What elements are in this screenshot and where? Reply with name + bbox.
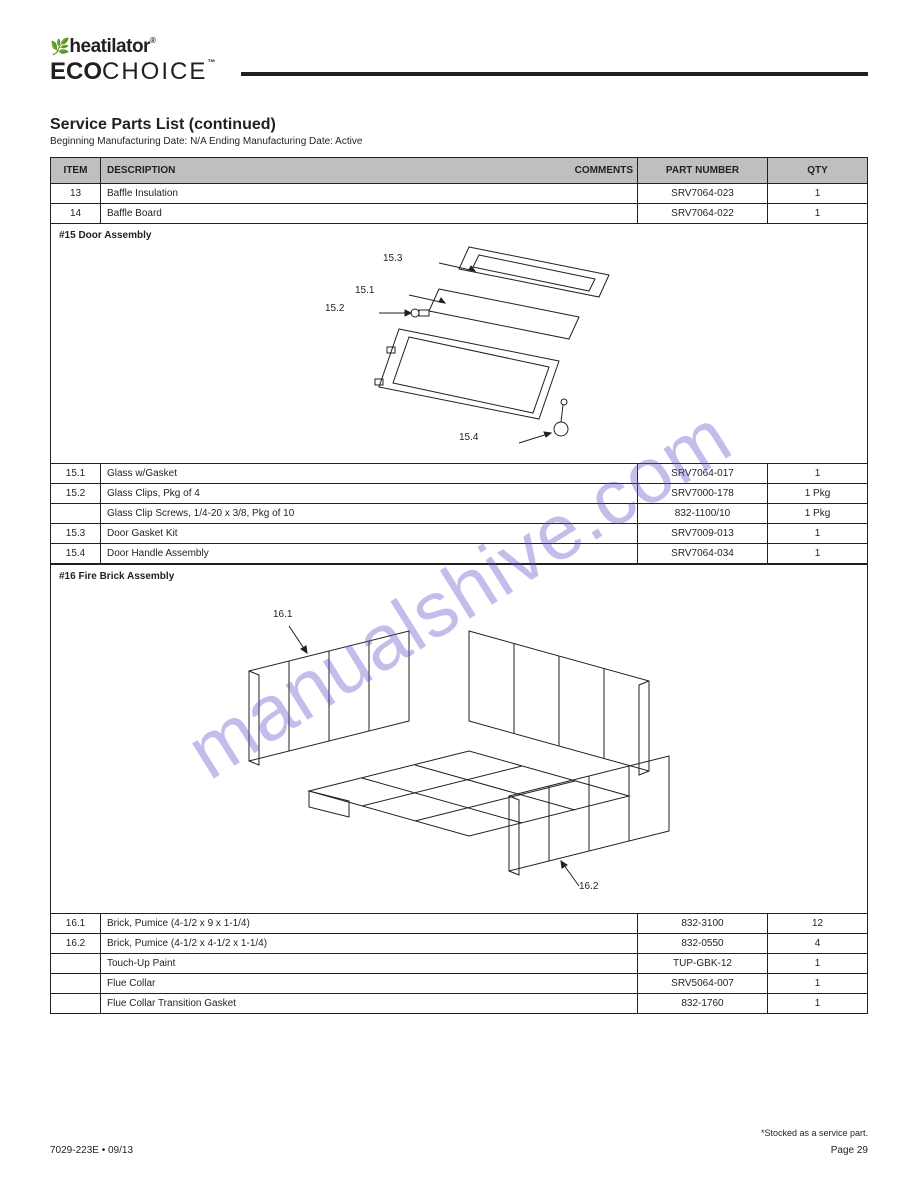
table-row: 13 Baffle Insulation SRV7064-023 1	[51, 184, 868, 204]
door-assembly-cell: #15 Door Assembly	[51, 224, 868, 464]
cell-part: SRV7064-023	[638, 184, 768, 204]
cell-item: 13	[51, 184, 101, 204]
th-part: PART NUMBER	[638, 158, 768, 184]
door-diagram	[239, 229, 679, 459]
callout-label: 15.2	[325, 303, 344, 314]
table-row: 14 Baffle Board SRV7064-022 1	[51, 204, 868, 224]
table-row: Touch-Up Paint TUP-GBK-12 1	[51, 954, 868, 974]
cell-item: 14	[51, 204, 101, 224]
assembly-header: #16 Fire Brick Assembly	[59, 571, 174, 582]
callout-label: 16.1	[273, 609, 292, 620]
cell-part: SRV7064-022	[638, 204, 768, 224]
cell-desc: Baffle Board	[101, 204, 638, 224]
brick-diagram	[169, 571, 749, 906]
logo-line-2: ECOCHOICE™	[50, 58, 215, 86]
table-row: 15.4 Door Handle Assembly SRV7064-034 1	[51, 544, 868, 564]
footer-left: 7029-223E • 09/13	[50, 1145, 133, 1156]
table-row: Flue Collar Transition Gasket 832-1760 1	[51, 994, 868, 1014]
callout-label: 16.2	[579, 881, 598, 892]
brick-assembly-diagram-row: #16 Fire Brick Assembly	[51, 564, 868, 914]
section-subnote: Beginning Manufacturing Date: N/A Ending…	[50, 136, 868, 147]
section-title: Service Parts List (continued)	[50, 116, 868, 134]
callout-label: 15.4	[459, 432, 478, 443]
stocked-note: *Stocked as a service part.	[761, 1128, 868, 1138]
header-rule	[241, 72, 868, 76]
cell-qty: 1	[768, 184, 868, 204]
table-row: Glass Clip Screws, 1/4-20 x 3/8, Pkg of …	[51, 504, 868, 524]
table-row: 16.2 Brick, Pumice (4-1/2 x 4-1/2 x 1-1/…	[51, 934, 868, 954]
th-qty: QTY	[768, 158, 868, 184]
cell-qty: 1	[768, 204, 868, 224]
cell-desc: Baffle Insulation	[101, 184, 638, 204]
door-assembly-diagram-row: #15 Door Assembly	[51, 224, 868, 464]
brand-logo: 🌿heatilator® ECOCHOICE™	[50, 36, 215, 86]
parts-table: ITEM DESCRIPTION COMMENTS PART NUMBER QT…	[50, 157, 868, 1014]
callout-label: 15.3	[383, 253, 402, 264]
header-row: 🌿heatilator® ECOCHOICE™	[50, 36, 868, 86]
table-row: 16.1 Brick, Pumice (4-1/2 x 9 x 1-1/4) 8…	[51, 914, 868, 934]
brick-assembly-cell: #16 Fire Brick Assembly	[51, 564, 868, 914]
logo-line-1: 🌿heatilator®	[50, 36, 215, 58]
table-row: 15.3 Door Gasket Kit SRV7009-013 1	[51, 524, 868, 544]
table-header-row: ITEM DESCRIPTION COMMENTS PART NUMBER QT…	[51, 158, 868, 184]
table-row: Flue Collar SRV5064-007 1	[51, 974, 868, 994]
table-row: 15.1 Glass w/Gasket SRV7064-017 1	[51, 464, 868, 484]
assembly-header: #15 Door Assembly	[59, 230, 151, 241]
footer-right: Page 29	[831, 1145, 868, 1156]
table-row: 15.2 Glass Clips, Pkg of 4 SRV7000-178 1…	[51, 484, 868, 504]
th-desc: DESCRIPTION COMMENTS	[101, 158, 638, 184]
th-item: ITEM	[51, 158, 101, 184]
callout-label: 15.1	[355, 285, 374, 296]
page-footer: 7029-223E • 09/13 Page 29	[50, 1145, 868, 1156]
